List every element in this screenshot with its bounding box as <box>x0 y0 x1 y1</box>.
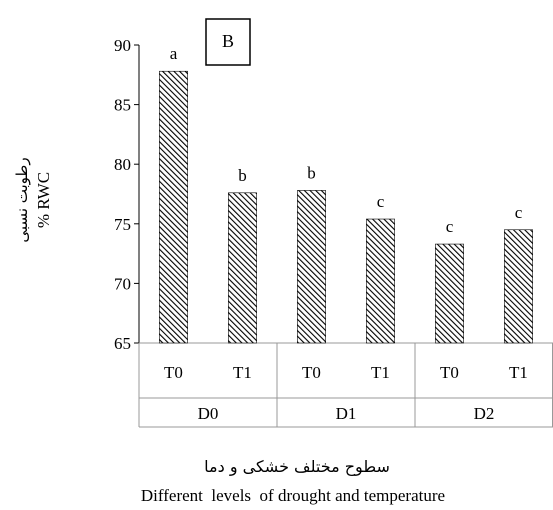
category-label: T0 <box>302 363 321 382</box>
bar <box>159 70 188 344</box>
bars-layer <box>159 70 533 344</box>
group-label: D0 <box>198 404 219 423</box>
category-label: T0 <box>164 363 183 382</box>
y-tick-label: 75 <box>114 215 131 234</box>
y-axis-title: رطوبت نسبی % RWC <box>13 157 53 242</box>
x-axis-title-en: Different levels of drought and temperat… <box>141 486 445 505</box>
labels-layer: D0 a T0 b T1 D1 b T0 c T1 D2 c T0 c T1 <box>164 44 528 427</box>
group-label: D1 <box>336 404 357 423</box>
panel-label-box <box>205 18 251 66</box>
significance-letter: b <box>307 163 316 182</box>
y-tick-label: 65 <box>114 334 131 353</box>
y-tick-label: 80 <box>114 155 131 174</box>
bar <box>297 190 326 344</box>
y-tick-label: 70 <box>114 274 131 293</box>
significance-letter: c <box>515 203 523 222</box>
significance-letter: a <box>170 44 178 63</box>
panel-label-text: B <box>222 31 234 51</box>
significance-letter: b <box>238 166 247 185</box>
bar <box>504 229 533 344</box>
x-axis-title-fa: سطوح مختلف خشکی و دما <box>204 457 390 477</box>
y-axis-ticks: 65 70 75 80 85 90 <box>114 36 139 353</box>
category-label: T0 <box>440 363 459 382</box>
category-label: T1 <box>233 363 252 382</box>
significance-letter: c <box>377 192 385 211</box>
category-label: T1 <box>371 363 390 382</box>
y-axis-title-fa: رطوبت نسبی <box>13 157 31 242</box>
y-tick-label: 85 <box>114 96 131 115</box>
bar <box>435 243 464 344</box>
category-label: T1 <box>509 363 528 382</box>
group-label: D2 <box>474 404 495 423</box>
significance-letter: c <box>446 217 454 236</box>
bar <box>228 192 257 344</box>
y-tick-label: 90 <box>114 36 131 55</box>
y-axis-title-en: % RWC <box>34 172 53 228</box>
bar <box>366 218 395 344</box>
panel-label: B <box>205 18 251 66</box>
